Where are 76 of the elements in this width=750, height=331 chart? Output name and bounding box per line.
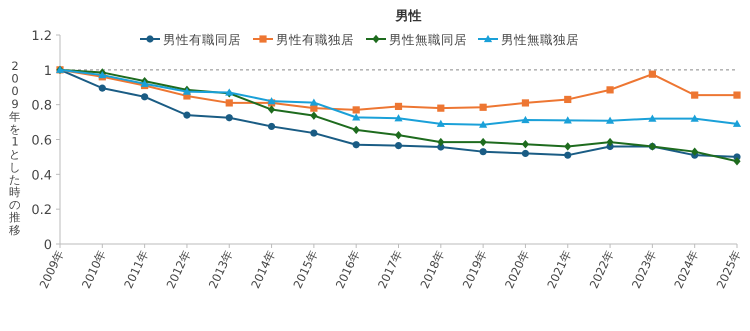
point (732, 120, 742, 127)
y-tick-label: 0.2 (31, 203, 52, 218)
point (691, 147, 698, 156)
point (352, 126, 360, 134)
point (691, 91, 698, 99)
text: 2009年を1とした時の推移 (9, 59, 21, 237)
legend-label: 男性無職独居 (501, 32, 579, 47)
y-tick-label: 1.2 (31, 29, 52, 44)
point (268, 105, 276, 114)
point (437, 138, 444, 146)
y-tick-label: 0.4 (31, 168, 52, 184)
point (394, 130, 402, 140)
point (479, 120, 488, 128)
point (352, 113, 360, 120)
legend-label: 男性有職同居 (163, 32, 241, 47)
point (394, 142, 402, 150)
point (564, 116, 572, 124)
point (268, 122, 276, 130)
point (480, 148, 487, 156)
x-tick-label: 2018年 (417, 247, 448, 291)
point (564, 142, 572, 151)
point (606, 86, 614, 94)
legend-label: 男性無職同居 (389, 32, 467, 47)
y-tick-label: 0 (44, 238, 52, 253)
x-tick-label: 2025年 (714, 247, 744, 291)
x-tick-label: 2012年 (164, 247, 194, 291)
point (564, 152, 572, 159)
point (98, 84, 106, 92)
x-tick-label: 2014年 (248, 247, 278, 291)
point (436, 120, 445, 127)
point (437, 104, 444, 112)
point (733, 91, 741, 99)
point (522, 150, 530, 158)
point (522, 140, 530, 148)
x-tick-label: 2015年 (290, 247, 321, 291)
chart-title: 男性 (394, 9, 422, 24)
point (226, 99, 233, 107)
point (606, 116, 614, 124)
y-tick-label: 0.8 (31, 98, 52, 114)
point (310, 98, 318, 106)
y-tick-label: 0.6 (31, 134, 52, 148)
point (226, 114, 233, 122)
x-tick-label: 2022年 (586, 247, 617, 291)
point (394, 102, 402, 110)
point (733, 157, 741, 166)
point (480, 104, 487, 111)
x-tick-label: 2010年 (78, 247, 110, 291)
point (141, 93, 148, 100)
x-tick-label: 2016年 (332, 247, 363, 291)
x-tick-label: 2017年 (375, 247, 406, 291)
point (183, 112, 191, 119)
x-tick-label: 2024年 (671, 247, 702, 291)
point (98, 70, 106, 78)
x-tick-label: 2011年 (121, 247, 152, 291)
point (648, 70, 656, 78)
point (352, 106, 360, 114)
x-tick-label: 2023年 (628, 247, 660, 291)
point (267, 97, 276, 104)
point (394, 114, 403, 122)
x-tick-label: 2019年 (460, 247, 490, 291)
point (522, 99, 530, 107)
point (606, 138, 614, 146)
legend-label: 男性有職独居 (276, 32, 354, 47)
point (310, 129, 318, 137)
point (521, 116, 530, 124)
point (648, 114, 656, 122)
point (690, 114, 699, 122)
point (352, 141, 360, 148)
point (480, 138, 487, 146)
point (310, 111, 318, 120)
point (140, 80, 149, 87)
x-tick-label: 2021年 (544, 247, 574, 291)
point (564, 96, 572, 104)
x-tick-label: 2013年 (206, 247, 236, 291)
y-tick-label: 1 (44, 64, 52, 79)
x-tick-label: 2020年 (502, 247, 532, 291)
